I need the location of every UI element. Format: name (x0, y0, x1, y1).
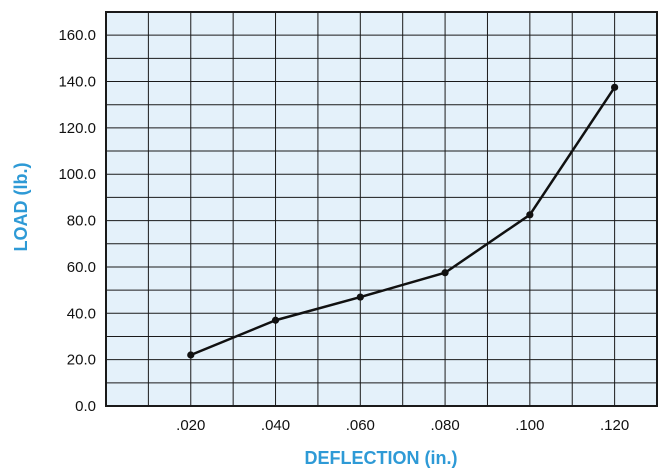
y-tick-label: 40.0 (67, 305, 96, 322)
y-tick-label: 80.0 (67, 213, 96, 230)
x-tick-label: .060 (346, 417, 375, 434)
plot-background (106, 12, 657, 406)
data-point (356, 293, 364, 301)
x-tick-label: .040 (261, 417, 290, 434)
x-tick-label: .100 (515, 417, 544, 434)
y-tick-label: 20.0 (67, 352, 96, 369)
y-axis-title: LOAD (lb.) (11, 163, 31, 252)
data-point (611, 83, 619, 91)
x-axis-title: DEFLECTION (in.) (305, 448, 458, 468)
y-tick-label: 140.0 (58, 74, 96, 91)
y-tick-label: 160.0 (58, 27, 96, 44)
y-tick-label: 100.0 (58, 166, 96, 183)
y-tick-labels: 0.0 20.0 40.0 60.0 80.0 100.0 120.0 140.0 160.0 (58, 27, 96, 415)
data-point (187, 351, 195, 359)
x-tick-label: .020 (176, 417, 205, 434)
y-tick-label: 60.0 (67, 259, 96, 276)
plot-frame (105, 11, 658, 407)
data-point (441, 269, 449, 277)
vertical-gridlines (147, 12, 616, 406)
x-tick-label: .120 (600, 417, 629, 434)
data-point (271, 316, 280, 324)
series-line (190, 86, 616, 357)
y-tick-label: 0.0 (75, 398, 96, 415)
y-tick-label: 120.0 (58, 120, 96, 137)
x-tick-label: .080 (430, 417, 459, 434)
data-point (526, 211, 534, 219)
series-group (187, 83, 619, 359)
horizontal-gridlines (106, 34, 657, 384)
x-tick-labels: .020 .040 .060 .080 .100 .120 (176, 417, 629, 434)
